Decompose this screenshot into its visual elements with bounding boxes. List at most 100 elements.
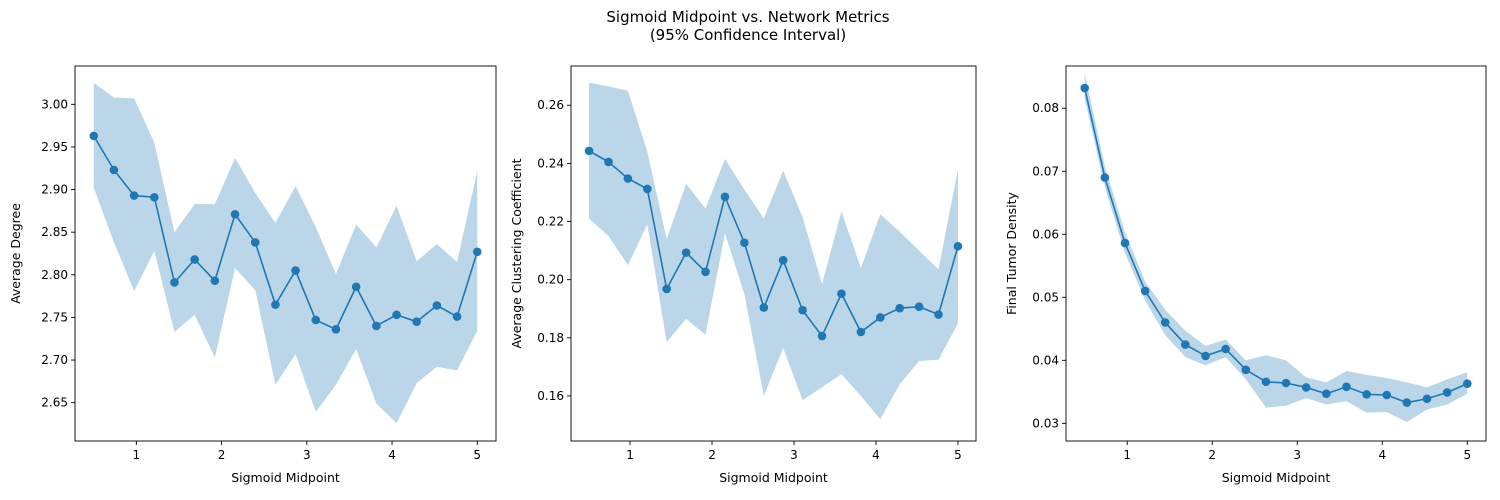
- data-point: [190, 255, 199, 264]
- data-point: [1120, 238, 1130, 248]
- data-point: [681, 248, 691, 257]
- y-tick-label: 2.95: [41, 140, 68, 154]
- subplot-final-tumor-density: 1 2 3 4 5 0.03 0.04 0.05 0.06 0.07 0.08 Sigmoid Mid…: [1004, 65, 1487, 485]
- x-axis-label: Sigmoid Midpoint: [719, 470, 828, 485]
- y-tick-label: 2.80: [41, 268, 68, 282]
- data-point: [1140, 286, 1150, 296]
- data-point: [759, 303, 769, 312]
- data-point: [230, 210, 240, 219]
- data-point: [1342, 382, 1351, 392]
- confidence-band: [589, 82, 958, 420]
- x-tick-label: 5: [1463, 448, 1471, 462]
- y-tick-label: 2.90: [41, 183, 68, 197]
- x-tick-label: 2: [218, 448, 226, 462]
- y-tick-label: 0.03: [1032, 416, 1059, 430]
- y-tick-label: 2.65: [41, 396, 68, 410]
- data-point: [1301, 383, 1311, 392]
- confidence-band: [1084, 73, 1468, 423]
- x-tick-label: 4: [388, 448, 396, 462]
- x-tick-label: 4: [1378, 448, 1386, 462]
- axes-frame: [570, 65, 977, 442]
- y-tick-label: 0.24: [537, 156, 564, 170]
- y-axis-label: Final Tumor Density: [1004, 191, 1019, 315]
- data-point: [129, 191, 139, 200]
- y-tick-label: 0.08: [1032, 101, 1059, 115]
- data-point: [210, 276, 220, 286]
- data-point: [604, 157, 613, 167]
- y-tick-label: 0.04: [1032, 353, 1059, 367]
- data-point: [953, 241, 963, 251]
- x-tick-label: 2: [1208, 448, 1216, 462]
- data-point: [1322, 389, 1331, 399]
- data-point: [1261, 377, 1271, 387]
- y-tick-label: 0.16: [537, 389, 564, 403]
- figure-title-line1: Sigmoid Midpoint vs. Network Metrics: [606, 8, 889, 26]
- data-point: [740, 238, 749, 248]
- data-point: [271, 300, 280, 309]
- data-point: [1080, 83, 1089, 93]
- x-tick-label: 2: [708, 448, 716, 462]
- y-tick-label: 2.75: [41, 310, 68, 324]
- data-point: [1160, 318, 1170, 327]
- data-point: [472, 247, 482, 257]
- data-point: [452, 312, 462, 321]
- data-point: [934, 310, 943, 319]
- data-point: [89, 131, 99, 141]
- data-point: [643, 184, 652, 194]
- series-line: [1083, 87, 1468, 404]
- y-tick-label: 0.22: [537, 215, 564, 229]
- data-point: [895, 303, 904, 313]
- y-tick-label: 0.07: [1032, 164, 1059, 178]
- y-tick-label: 3.00: [41, 97, 68, 111]
- data-point: [250, 238, 260, 247]
- x-tick-label: 3: [790, 448, 798, 462]
- data-point: [1181, 340, 1190, 349]
- subplot-average-degree: 1 2 3 4 5 2.65 2.70 2.75 2.80 2.85 2.90 2.95 3.00 Sig…: [8, 65, 497, 485]
- data-point: [432, 301, 442, 310]
- y-tick-label: 0.20: [537, 273, 564, 287]
- data-point: [311, 315, 321, 325]
- y-tick-label: 2.70: [41, 353, 68, 367]
- data-point: [109, 165, 119, 175]
- data-point: [623, 174, 633, 183]
- figure-title-line2: (95% Confidence Interval): [650, 26, 846, 44]
- data-point: [331, 325, 341, 334]
- data-point: [778, 255, 788, 265]
- data-point: [720, 192, 730, 202]
- subplot-average-clustering-coefficient: 1 2 3 4 5 0.16 0.18 0.20 0.22 0.24 0.26 Sigmoid Mid…: [509, 65, 977, 485]
- x-tick-label: 1: [1123, 448, 1131, 462]
- data-point: [1442, 388, 1452, 397]
- data-point: [1382, 390, 1392, 400]
- y-tick-label: 0.05: [1032, 290, 1059, 304]
- x-tick-label: 5: [473, 448, 481, 462]
- data-point: [1100, 173, 1110, 182]
- x-axis-label: Sigmoid Midpoint: [231, 470, 340, 485]
- data-point: [876, 313, 885, 322]
- data-point: [584, 146, 594, 156]
- y-tick-label: 0.06: [1032, 227, 1059, 241]
- y-axis-label: Average Degree: [8, 203, 23, 304]
- data-point: [1463, 379, 1472, 388]
- y-tick-label: 0.18: [537, 331, 564, 345]
- data-point: [372, 321, 381, 331]
- subplots: 1 2 3 4 5 2.65 2.70 2.75 2.80 2.85 2.90 2.95 3.00 Sig…: [8, 65, 1487, 485]
- data-point: [412, 317, 421, 326]
- data-point: [351, 282, 361, 292]
- data-point: [837, 289, 846, 298]
- data-point: [817, 331, 827, 341]
- data-point: [1281, 378, 1291, 388]
- data-point: [1201, 351, 1210, 361]
- data-point: [662, 284, 671, 294]
- y-tick-label: 2.85: [41, 225, 68, 239]
- x-tick-label: 1: [626, 448, 634, 462]
- x-tick-label: 3: [1293, 448, 1301, 462]
- axes-frame: [74, 65, 497, 442]
- data-point: [856, 327, 866, 337]
- data-point: [701, 267, 710, 277]
- data-point: [150, 192, 159, 202]
- x-tick-label: 4: [872, 448, 880, 462]
- data-point: [914, 302, 924, 312]
- y-tick-label: 0.26: [537, 98, 564, 112]
- confidence-band: [93, 83, 478, 424]
